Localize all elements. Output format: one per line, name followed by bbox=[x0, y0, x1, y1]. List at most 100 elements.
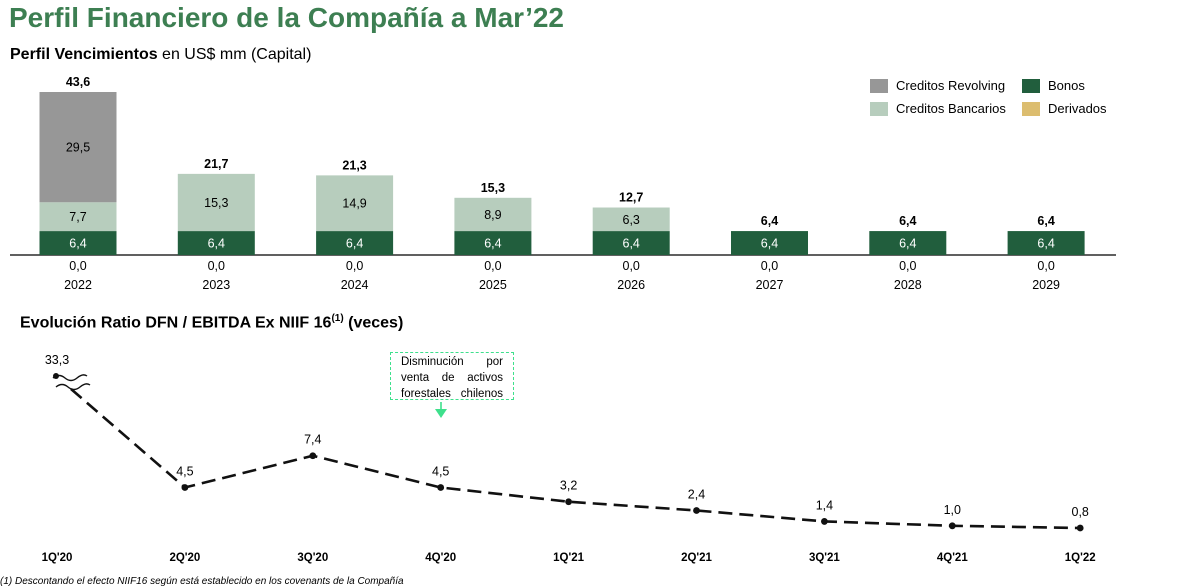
legend-item-bonos: Bonos bbox=[1022, 78, 1085, 93]
legend-item-derivados: Derivados bbox=[1022, 101, 1107, 116]
bar-total-label-2023: 21,7 bbox=[204, 157, 228, 171]
legend-swatch-derivados bbox=[1022, 101, 1040, 116]
ratio-value-label-4Q'21: 1,0 bbox=[944, 503, 961, 517]
legend-item-bancarios: Creditos Bancarios bbox=[870, 101, 1006, 116]
x-tick-label-2022: 2022 bbox=[64, 278, 92, 292]
bar-bonos-label-2028: 6,4 bbox=[899, 237, 916, 251]
ratio-chart-title: Evolución Ratio DFN / EBITDA Ex NIIF 16(… bbox=[20, 313, 404, 332]
callout-line-1: Disminución por bbox=[401, 356, 503, 368]
bar-bancarios-label-2024: 14,9 bbox=[342, 197, 366, 211]
bar-bonos-2022 bbox=[39, 231, 117, 255]
bar-bancarios-label-2023: 15,3 bbox=[204, 196, 228, 210]
ratio-point-3Q'21 bbox=[821, 518, 828, 525]
maturity-bar-chart: 6,4 7,7 29,5 43,6 0,0 2022 6,4 15,3 21,7 0,0 2023 6… bbox=[10, 75, 1116, 292]
bar-bonos-label-2024: 6,4 bbox=[346, 237, 363, 251]
bar-bonos-2025 bbox=[454, 231, 532, 255]
bar-derivados-label-2025: 0,0 bbox=[484, 259, 501, 273]
ratio-x-tick-3Q'20: 3Q'20 bbox=[297, 552, 328, 564]
ratio-line bbox=[70, 388, 1081, 530]
ratio-x-tick-3Q'21: 3Q'21 bbox=[809, 552, 840, 564]
x-tick-label-2023: 2023 bbox=[202, 278, 230, 292]
ratio-point-1Q'20 bbox=[53, 373, 59, 379]
axis-break-mark-lower bbox=[55, 383, 91, 391]
bar-derivados-label-2029: 0,0 bbox=[1037, 259, 1054, 273]
bar-total-label-2022: 43,6 bbox=[66, 75, 90, 89]
x-tick-label-2028: 2028 bbox=[894, 278, 922, 292]
x-tick-label-2025: 2025 bbox=[479, 278, 507, 292]
ratio-x-tick-2Q'21: 2Q'21 bbox=[681, 552, 712, 564]
maturity-chart-title: Perfil Vencimientos en US$ mm (Capital) bbox=[10, 46, 312, 63]
bar-bancarios-2024 bbox=[316, 175, 394, 232]
ratio-point-1Q'21 bbox=[565, 498, 572, 506]
ratio-point-1Q'22 bbox=[1076, 524, 1084, 532]
legend-label-derivados: Derivados bbox=[1048, 101, 1107, 116]
legend-swatch-revolving bbox=[870, 78, 888, 93]
legend-swatch-bonos bbox=[1022, 78, 1040, 93]
callout-line-2: venta de activos bbox=[401, 372, 503, 384]
bar-bonos-label-2029: 6,4 bbox=[1037, 237, 1054, 251]
bar-bancarios-2025 bbox=[454, 197, 532, 232]
bar-bonos-label-2025: 6,4 bbox=[484, 237, 501, 251]
bar-bonos-2026 bbox=[592, 231, 670, 255]
callout-box: Disminución por venta de activos foresta… bbox=[390, 352, 514, 400]
ratio-point-4Q'20 bbox=[437, 484, 445, 491]
ratio-value-label-1Q'22: 0,8 bbox=[1072, 505, 1089, 519]
ratio-value-label-3Q'20: 7,4 bbox=[304, 433, 321, 447]
bar-bancarios-label-2026: 6,3 bbox=[623, 213, 640, 227]
bar-bancarios-2026 bbox=[592, 207, 670, 232]
bar-total-label-2027: 6,4 bbox=[761, 214, 778, 228]
ratio-x-tick-4Q'21: 4Q'21 bbox=[937, 552, 968, 564]
ratio-point-4Q'21 bbox=[948, 522, 956, 530]
ratio-value-label-1Q'20: 33,3 bbox=[45, 353, 69, 367]
bar-bancarios-2022 bbox=[39, 202, 117, 232]
ratio-x-tick-1Q'20: 1Q'20 bbox=[42, 552, 73, 564]
ratio-point-2Q'21 bbox=[693, 507, 700, 514]
ratio-value-label-1Q'21: 3,2 bbox=[560, 479, 577, 493]
ratio-value-label-4Q'20: 4,5 bbox=[432, 464, 449, 478]
page-title: Perfil Financiero de la Compañía a Mar’2… bbox=[9, 2, 564, 33]
bar-bonos-label-2026: 6,4 bbox=[623, 237, 640, 251]
bar-derivados-label-2026: 0,0 bbox=[623, 259, 640, 273]
bar-bonos-2029 bbox=[1007, 231, 1085, 255]
bar-bonos-2027 bbox=[731, 231, 808, 255]
ratio-value-label-3Q'21: 1,4 bbox=[816, 498, 833, 512]
ratio-x-tick-1Q'22: 1Q'22 bbox=[1065, 552, 1096, 564]
bar-bancarios-label-2025: 8,9 bbox=[484, 208, 501, 222]
bar-derivados-label-2024: 0,0 bbox=[346, 259, 363, 273]
ratio-value-label-2Q'21: 2,4 bbox=[688, 487, 705, 501]
bar-bonos-label-2023: 6,4 bbox=[208, 237, 225, 251]
ratio-value-label-2Q'20: 4,5 bbox=[176, 464, 193, 478]
bar-bonos-2028 bbox=[869, 231, 947, 255]
bar-derivados-label-2022: 0,0 bbox=[69, 259, 86, 273]
bar-bonos-2024 bbox=[316, 231, 394, 255]
legend-label-bancarios: Creditos Bancarios bbox=[896, 101, 1006, 116]
x-tick-label-2024: 2024 bbox=[341, 278, 369, 292]
bar-total-label-2029: 6,4 bbox=[1037, 214, 1054, 228]
legend-item-revolving: Creditos Revolving bbox=[870, 78, 1005, 93]
ratio-x-tick-2Q'20: 2Q'20 bbox=[169, 552, 200, 564]
bar-derivados-label-2028: 0,0 bbox=[899, 259, 916, 273]
callout-arrow-head bbox=[435, 409, 447, 418]
ratio-x-tick-4Q'20: 4Q'20 bbox=[425, 552, 456, 564]
ratio-point-2Q'20 bbox=[181, 484, 189, 491]
bar-total-label-2026: 12,7 bbox=[619, 191, 643, 205]
bar-bancarios-label-2022: 7,7 bbox=[69, 210, 86, 224]
axis-break-mark-upper bbox=[52, 374, 88, 382]
legend-label-bonos: Bonos bbox=[1048, 78, 1085, 93]
bar-total-label-2024: 21,3 bbox=[342, 158, 366, 172]
bar-bancarios-2023 bbox=[177, 173, 255, 232]
bar-bonos-label-2022: 6,4 bbox=[69, 237, 86, 251]
legend-swatch-bancarios bbox=[870, 101, 888, 116]
bar-revolving-2022 bbox=[39, 92, 117, 203]
bar-derivados-label-2023: 0,0 bbox=[208, 259, 225, 273]
bar-bonos-label-2027: 6,4 bbox=[761, 237, 778, 251]
callout-line-3: forestales chilenos bbox=[401, 388, 503, 400]
x-tick-label-2029: 2029 bbox=[1032, 278, 1060, 292]
bar-total-label-2025: 15,3 bbox=[481, 181, 505, 195]
ratio-x-tick-1Q'21: 1Q'21 bbox=[553, 552, 584, 564]
x-tick-label-2027: 2027 bbox=[756, 278, 784, 292]
bar-revolving-label-2022: 29,5 bbox=[66, 141, 90, 155]
ratio-point-3Q'20 bbox=[309, 452, 317, 460]
x-tick-label-2026: 2026 bbox=[617, 278, 645, 292]
footnote: (1) Descontando el efecto NIIF16 según e… bbox=[0, 576, 404, 587]
